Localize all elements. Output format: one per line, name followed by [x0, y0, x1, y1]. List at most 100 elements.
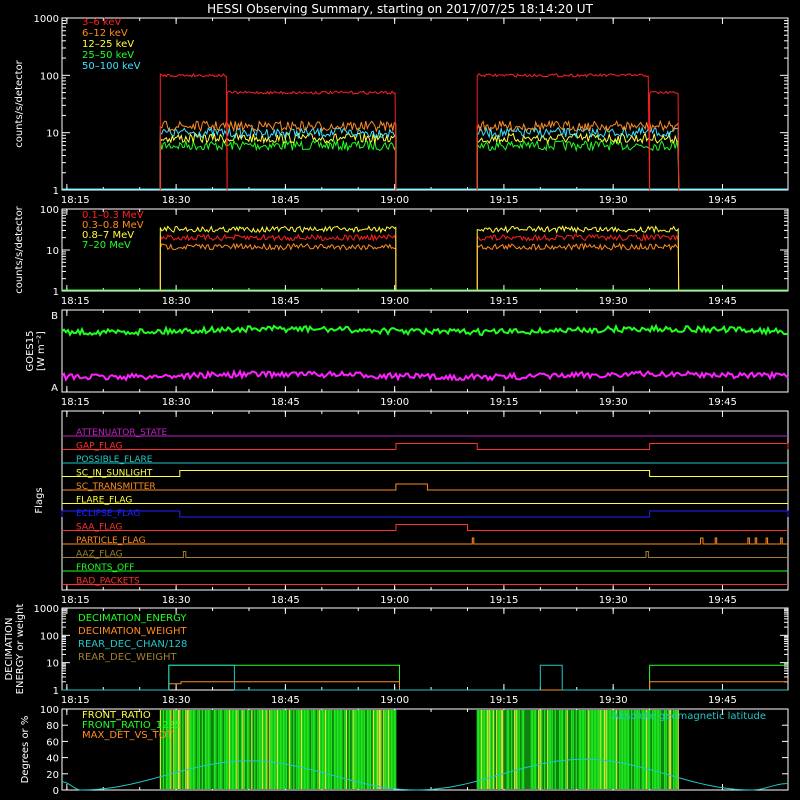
flag-label: AAZ_FLAG — [76, 550, 123, 560]
x-tick-label: 19:00 — [380, 595, 409, 606]
gamma-series-2 — [476, 224, 680, 292]
flag-line — [62, 470, 788, 477]
x-tick-label: 18:30 — [162, 695, 191, 706]
y-tick-label: 60 — [46, 737, 59, 748]
x-tick-label: 19:30 — [599, 397, 628, 408]
gamma-y-axis: 1 10 100 — [40, 205, 788, 298]
hxr-y-axis: 1 10 100 1000 — [34, 14, 788, 197]
y-axis-label: GOES15 — [25, 330, 36, 371]
hxr-series-1 — [476, 119, 680, 191]
legend-entry: 50–100 keV — [82, 61, 141, 72]
flag-label: FLARE_FLAG — [76, 496, 132, 506]
flag-label: SC_IN_SUNLIGHT — [76, 469, 153, 479]
y-tick-label: 100 — [40, 71, 59, 82]
ratios-group: 0 20 40 60 80 100 — [40, 705, 789, 797]
x-tick-label: 18:45 — [271, 296, 300, 307]
hxr-panel-x-ticks — [66, 18, 723, 190]
flag-line — [62, 524, 788, 531]
hxr-series-2 — [476, 131, 680, 191]
flag-label: POSSIBLE_FLARE — [76, 455, 153, 465]
gamma-series-0 — [476, 232, 680, 292]
x-tick-label: 19:45 — [708, 595, 737, 606]
gamma-series-group — [62, 224, 788, 292]
x-tick-label: 18:15 — [61, 296, 90, 307]
legend-entry: FRONT_RATIO_1225 — [82, 720, 181, 731]
x-tick-label: 19:45 — [708, 195, 737, 206]
y-tick-label: 0 — [53, 786, 59, 797]
flag-label: SC_TRANSMITTER — [76, 482, 156, 492]
decimation-series-0 — [62, 664, 788, 691]
y-tick-label: 100 — [40, 631, 59, 642]
x-tick-label: 19:45 — [708, 397, 737, 408]
x-tick-label: 19:30 — [599, 695, 628, 706]
legend-entry: 12–25 keV — [82, 39, 134, 50]
decimation-series-1 — [62, 681, 788, 691]
hxr-series-4 — [476, 125, 680, 191]
y-axis-label: Degrees or % — [20, 716, 31, 784]
x-tick-label: 19:15 — [489, 195, 518, 206]
hxr-series-0 — [159, 73, 228, 191]
hxr-series-0 — [649, 90, 680, 191]
x-tick-label: 19:45 — [708, 695, 737, 706]
flag-label: SAA_FLAG — [76, 523, 122, 533]
y-tick-label: 100 — [40, 705, 59, 716]
flag-label: PARTICLE_FLAG — [76, 536, 146, 546]
hxr-panel-frame — [61, 17, 789, 191]
x-tick-label: 18:45 — [271, 695, 300, 706]
x-tick-label: 18:45 — [271, 595, 300, 606]
hxr-series-0 — [476, 73, 651, 191]
hxr-series-0 — [226, 90, 397, 191]
x-tick-label: 18:30 — [162, 296, 191, 307]
flag-label: BAD_PACKETS — [76, 577, 140, 587]
y-axis-label: DECIMATION — [4, 617, 15, 680]
flag-label: ATTENUATOR_STATE — [76, 428, 168, 438]
x-tick-label: 18:15 — [61, 595, 90, 606]
flag-line — [62, 551, 788, 558]
y-tick-label: 10 — [46, 129, 59, 140]
x-tick-label: 18:15 — [61, 195, 90, 206]
legend-entry: 25–50 keV — [82, 50, 134, 61]
y-tick-label: 10 — [46, 246, 59, 257]
flag-line — [62, 537, 788, 545]
gamma-series-0 — [159, 233, 397, 292]
geomag-legend: Absolute geomagnetic latitude — [612, 711, 766, 722]
legend-entry: 0.3–0.8 MeV — [82, 220, 144, 231]
decimation-series-group — [62, 664, 788, 691]
gamma-panel-x-ticks — [66, 209, 723, 291]
hxr-series-4 — [159, 126, 397, 191]
flag-label: FRONTS_OFF — [76, 563, 134, 573]
gamma-series-2 — [159, 225, 397, 292]
legend-entry: REAR_DEC_CHAN/128 — [78, 639, 187, 650]
gamma-series-1 — [159, 242, 397, 292]
y-tick-label: 40 — [46, 754, 59, 765]
goes-tick-A: A — [51, 383, 58, 394]
flags-group: ATTENUATOR_STATE GAP_FLAG POSSIBLE_FLARE SC… — [61, 428, 789, 587]
x-tick-label: 18:30 — [162, 595, 191, 606]
y-tick-label: 10 — [46, 659, 59, 670]
y-tick-label: 1 — [53, 287, 59, 298]
x-tick-label: 19:00 — [380, 397, 409, 408]
goes-panel-frame — [61, 309, 789, 393]
x-tick-label: 18:15 — [61, 397, 90, 408]
ratios-legend: FRONT_RATIOFRONT_RATIO_1225MAX_DET_VS_TO… — [82, 710, 181, 741]
x-tick-label: 18:30 — [162, 195, 191, 206]
x-tick-label: 18:45 — [271, 397, 300, 408]
y-tick-label: 1 — [53, 186, 59, 197]
goes-panel-x-ticks — [66, 310, 723, 392]
hxr-series-3 — [159, 139, 397, 191]
legend-entry: 0.8–7 MeV — [82, 230, 134, 241]
legend-entry: MAX_DET_VS_TOT — [82, 730, 174, 741]
legend-entry: 6–12 keV — [82, 28, 128, 39]
x-tick-label: 19:00 — [380, 195, 409, 206]
y-tick-label: 1000 — [34, 14, 59, 25]
x-tick-label: 19:30 — [599, 195, 628, 206]
legend-entry: DECIMATION_WEIGHT — [78, 626, 187, 637]
geomag-latitude-curve — [62, 758, 789, 791]
flag-line — [62, 483, 788, 491]
x-tick-label: 19:00 — [380, 695, 409, 706]
hxr-series-2 — [159, 131, 397, 191]
y-axis-label: Flags — [34, 487, 45, 513]
decimation-series-2 — [62, 664, 788, 691]
x-tick-label: 18:15 — [61, 695, 90, 706]
